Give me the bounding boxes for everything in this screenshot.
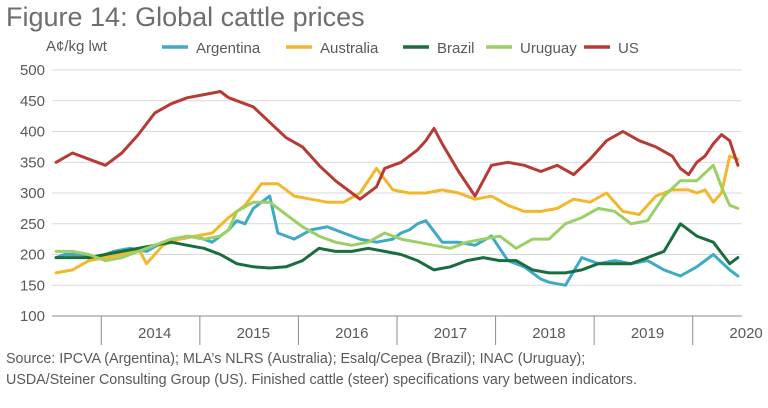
source-note: Source: IPCVA (Argentina); MLA’s NLRS (A… <box>6 349 764 391</box>
series-line-brazil <box>54 222 740 275</box>
figure-title: Figure 14: Global cattle prices <box>6 2 365 32</box>
y-tick-label: 350 <box>20 154 45 171</box>
axes: 100 150 200 250 300 350 400 450 500 2014 2015 2016 2… <box>20 62 763 345</box>
series-lines <box>54 90 740 287</box>
legend-label-australia: Australia <box>320 40 379 57</box>
y-axis-unit-label: A¢/kg lwt <box>46 38 108 55</box>
x-tick-label: 2014 <box>138 325 171 342</box>
y-tick-label: 150 <box>20 277 45 294</box>
legend-label-us: US <box>618 40 639 57</box>
x-tick-label: 2019 <box>631 325 664 342</box>
legend-label-brazil: Brazil <box>437 40 475 57</box>
legend-label-uruguay: Uruguay <box>520 40 577 57</box>
x-tick-label: 2020 <box>729 325 762 342</box>
x-tick-label: 2015 <box>237 325 270 342</box>
legend-label-argentina: Argentina <box>196 40 261 57</box>
source-line-2: USDA/Steiner Consulting Group (US). Fini… <box>6 372 637 388</box>
x-tick-label: 2016 <box>335 325 368 342</box>
y-tick-label: 100 <box>20 308 45 325</box>
y-tick-label: 500 <box>20 62 45 79</box>
legend: Argentina Australia Brazil Uruguay US <box>162 40 639 57</box>
y-tick-label: 400 <box>20 124 45 141</box>
y-tick-label: 300 <box>20 185 45 202</box>
series-line-us <box>54 90 740 201</box>
series-line-australia <box>54 154 740 275</box>
series-line-argentina <box>54 194 740 287</box>
x-tick-label: 2017 <box>434 325 467 342</box>
series-line-uruguay <box>54 163 740 263</box>
y-tick-label: 450 <box>20 93 45 110</box>
source-line-1: Source: IPCVA (Argentina); MLA’s NLRS (A… <box>6 351 586 367</box>
x-tick-label: 2018 <box>532 325 565 342</box>
chart: 100 150 200 250 300 350 400 450 500 2014 2015 2016 2… <box>20 38 763 345</box>
y-tick-label: 250 <box>20 216 45 233</box>
y-tick-label: 200 <box>20 247 45 264</box>
